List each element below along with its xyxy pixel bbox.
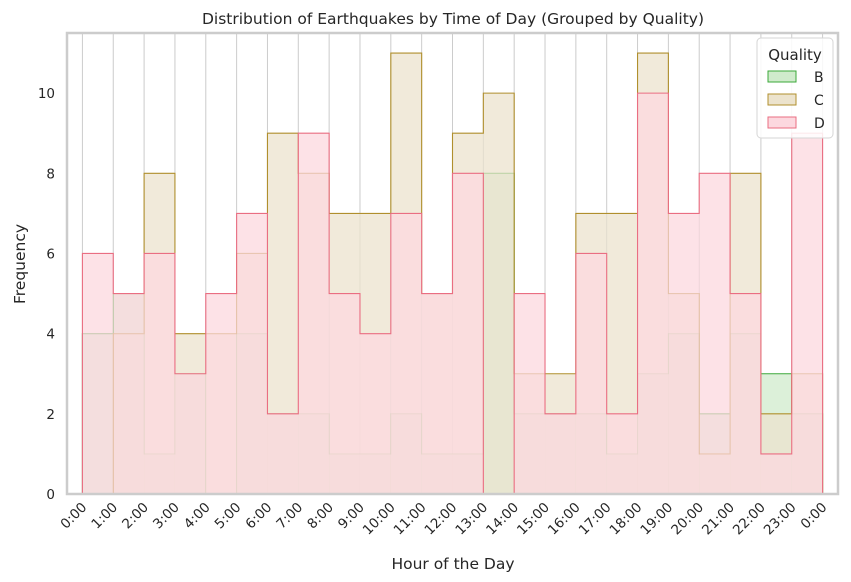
legend-title: Quality xyxy=(768,46,822,64)
series-D xyxy=(81,92,824,495)
bar-D xyxy=(144,253,175,494)
x-tick-label: 6:00 xyxy=(243,500,276,533)
y-tick-label: 8 xyxy=(46,166,55,182)
bar-D xyxy=(699,173,731,494)
y-tick-label: 4 xyxy=(46,327,55,343)
bar-D xyxy=(637,93,669,494)
x-tick-label: 7:00 xyxy=(273,500,306,533)
x-tick-label: 22:00 xyxy=(730,500,769,539)
x-tick-label: 11:00 xyxy=(391,500,430,539)
bar-D xyxy=(668,213,700,495)
x-tick-label: 3:00 xyxy=(150,500,183,533)
chart-title: Distribution of Earthquakes by Time of D… xyxy=(202,10,704,28)
x-tick-label: 15:00 xyxy=(514,500,553,539)
bar-D xyxy=(421,293,453,494)
bar-D xyxy=(267,413,299,494)
x-tick-label: 16:00 xyxy=(545,500,584,539)
y-tick-label: 2 xyxy=(46,407,55,423)
plot-frame xyxy=(65,31,840,496)
x-tick-label: 1:00 xyxy=(88,500,121,533)
legend-swatch-B xyxy=(767,70,797,83)
legend-swatch-D xyxy=(767,116,797,129)
bar-D xyxy=(514,293,546,494)
x-tick-label: 13:00 xyxy=(452,500,491,539)
x-tick-label: 8:00 xyxy=(304,500,337,533)
x-tick-label: 17:00 xyxy=(576,500,615,539)
bar-D xyxy=(606,413,638,494)
bar-D xyxy=(760,453,792,494)
x-tick-label: 12:00 xyxy=(422,500,461,539)
legend-label-B: B xyxy=(814,70,824,86)
x-tick-label: 20:00 xyxy=(668,500,707,539)
bar-D xyxy=(452,173,484,494)
bar-D xyxy=(113,293,145,494)
legend-label-D: D xyxy=(814,116,825,132)
bar-D xyxy=(82,253,114,494)
x-tick-label: 21:00 xyxy=(699,500,738,539)
x-axis-label: Hour of the Day xyxy=(391,555,514,573)
legend-box xyxy=(756,37,834,139)
bar-D xyxy=(174,373,206,494)
x-tick-label: 5:00 xyxy=(212,500,245,533)
x-tick-label: 4:00 xyxy=(181,500,214,533)
bar-D xyxy=(205,293,237,494)
bar-D xyxy=(791,133,823,494)
x-tick-label: 18:00 xyxy=(607,500,646,539)
legend-label-C: C xyxy=(814,93,824,109)
y-tick-label: 6 xyxy=(46,246,55,262)
x-tick-label: 23:00 xyxy=(761,500,800,539)
x-tick-label: 10:00 xyxy=(360,500,399,539)
y-tick-label: 0 xyxy=(46,487,55,503)
bar-D xyxy=(359,333,391,494)
y-tick-label: 10 xyxy=(38,86,55,102)
x-tick-label: 0:00 xyxy=(798,500,831,533)
histogram-bars xyxy=(81,52,824,495)
bar-D xyxy=(236,213,268,495)
bar-D xyxy=(298,133,330,494)
step-outline-D xyxy=(81,92,824,495)
bar-D xyxy=(329,293,360,494)
x-tick-label: 0:00 xyxy=(57,500,90,533)
bar-D xyxy=(575,253,607,494)
legend-swatch-C xyxy=(767,93,797,106)
bar-D xyxy=(545,413,576,494)
x-tick-label: 2:00 xyxy=(119,500,152,533)
bar-C xyxy=(483,93,515,494)
legend: Quality BCD xyxy=(756,37,834,139)
y-axis-label: Frequency xyxy=(11,224,29,304)
x-tick-label: 19:00 xyxy=(637,500,676,539)
x-tick-label: 14:00 xyxy=(483,500,522,539)
bar-D xyxy=(390,213,422,495)
bar-D xyxy=(730,293,761,494)
